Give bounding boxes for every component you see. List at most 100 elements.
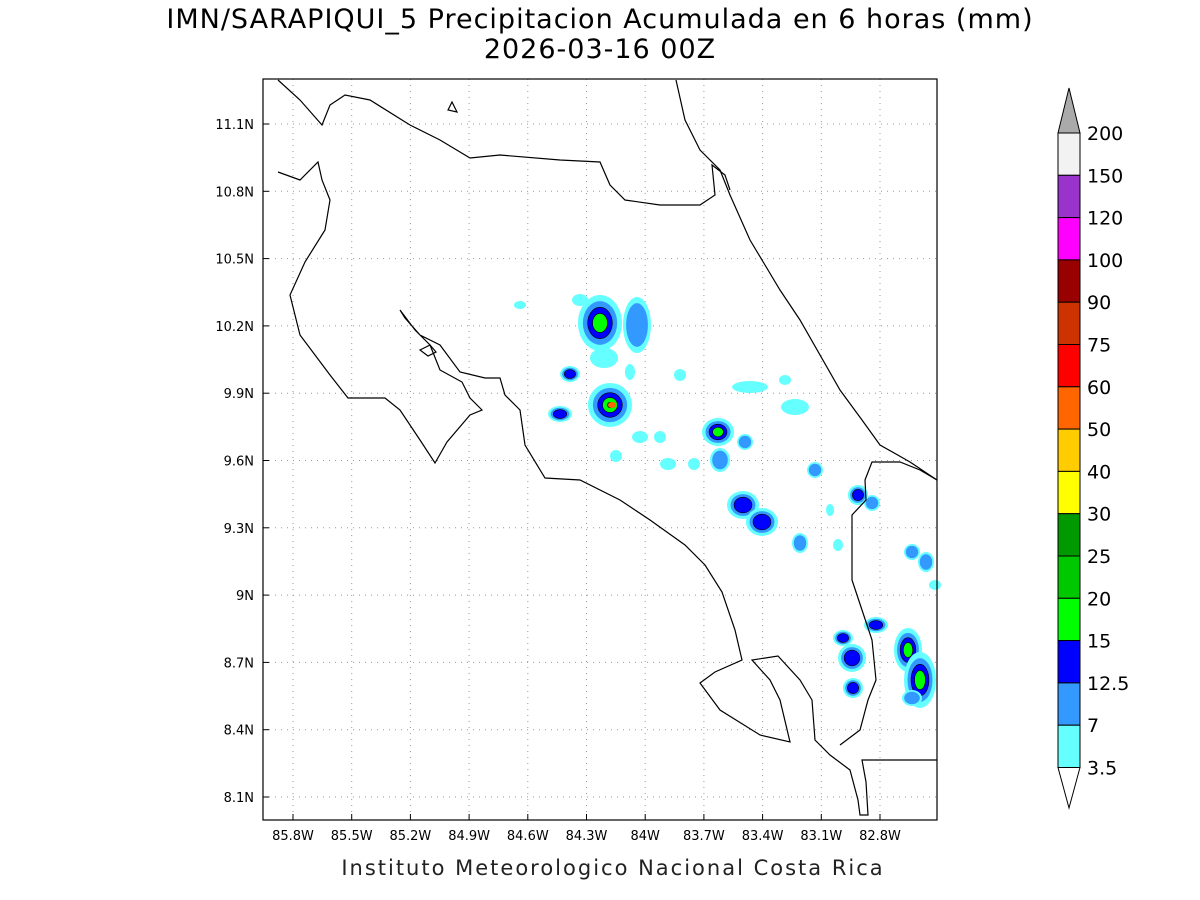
- precip-cell: [865, 496, 879, 510]
- coastline: [277, 79, 938, 816]
- legend-label: 3.5: [1087, 758, 1117, 780]
- precip-cell: [808, 463, 822, 477]
- pacific-coast: [277, 79, 731, 206]
- legend-label: 20: [1087, 588, 1111, 610]
- lat-tick-label: 11.1N: [215, 118, 254, 133]
- lon-tick-label: 84.3W: [566, 829, 608, 844]
- island: [447, 100, 459, 113]
- lat-tick-label: 8.1N: [224, 791, 254, 806]
- precip-cell: [837, 633, 849, 643]
- precip-cell: [905, 545, 919, 559]
- panama-border: [839, 461, 938, 746]
- lat-tick-label: 10.2N: [215, 320, 254, 335]
- legend-swatch: [1057, 259, 1081, 303]
- precip-cell: [564, 369, 576, 379]
- precip-cell: [833, 539, 843, 551]
- graticule: [263, 79, 937, 820]
- precip-cell: [929, 580, 941, 590]
- precip-cell: [660, 458, 676, 470]
- precip-cell: [852, 489, 864, 501]
- legend-label: 7: [1087, 715, 1099, 737]
- legend-label: 200: [1087, 123, 1123, 145]
- lat-tick-label: 10.8N: [215, 185, 254, 200]
- lon-tick-label: 84.9W: [448, 829, 490, 844]
- precip-cell: [572, 294, 588, 306]
- lat-tick-label: 9.6N: [224, 455, 254, 470]
- legend-label: 25: [1087, 546, 1111, 568]
- precip-cell: [847, 682, 859, 694]
- precip-cell: [914, 670, 926, 690]
- legend-label: 15: [1087, 631, 1111, 653]
- legend-label: 120: [1087, 208, 1123, 230]
- precip-cell: [552, 409, 568, 419]
- legend-label: 50: [1087, 419, 1111, 441]
- lon-tick-label: 85.5W: [331, 829, 373, 844]
- precip-cell: [625, 364, 635, 380]
- lat-tick-label: 10.5N: [215, 253, 254, 268]
- precip-cell: [626, 303, 648, 347]
- legend-label: 90: [1087, 292, 1111, 314]
- lon-tick-label: 82.8W: [859, 829, 901, 844]
- legend-swatch: [1057, 682, 1081, 726]
- legend-swatch: [1057, 386, 1081, 430]
- lon-tick-label: 83.4W: [742, 829, 784, 844]
- precip-cell: [514, 301, 526, 309]
- lat-tick-label: 9.3N: [224, 522, 254, 537]
- lon-tick-label: 83.7W: [683, 829, 725, 844]
- precip-cell: [843, 649, 861, 667]
- legend-swatch: [1057, 174, 1081, 219]
- legend-label: 60: [1087, 377, 1111, 399]
- precip-cell: [712, 426, 724, 438]
- legend-label: 75: [1087, 335, 1111, 357]
- legend-swatch: [1057, 301, 1081, 346]
- precip-cell: [674, 369, 686, 381]
- legend-swatch: [1057, 513, 1081, 557]
- lat-tick-label: 9N: [236, 589, 254, 604]
- precip-cell: [902, 642, 914, 658]
- legend-label: 40: [1087, 461, 1111, 483]
- lon-tick-label: 84.6W: [507, 829, 549, 844]
- longitude-labels: 85.8W 85.5W 85.2W 84.9W 84.6W 84.3W 84W 83.7W 83…: [272, 829, 901, 844]
- legend-under-triangle: [1057, 767, 1081, 810]
- legend-label: 100: [1087, 250, 1123, 272]
- precip-cell-max: [608, 402, 616, 408]
- precip-cell: [732, 381, 768, 393]
- precip-cell: [826, 504, 834, 516]
- lon-tick-label: 85.8W: [272, 829, 314, 844]
- nicoya-coast: [277, 160, 937, 816]
- lat-tick-label: 9.9N: [224, 387, 254, 402]
- legend-swatch: [1057, 470, 1081, 515]
- legend-swatch: [1057, 597, 1081, 642]
- precip-cell: [610, 450, 622, 462]
- lon-tick-label: 84W: [630, 829, 660, 844]
- legend-swatch: [1057, 428, 1081, 472]
- legend-label: 150: [1087, 165, 1123, 187]
- precip-cell: [688, 458, 700, 470]
- credit-text: Instituto Meteorologico Nacional Costa R…: [341, 856, 885, 880]
- legend-label: 30: [1087, 504, 1111, 526]
- legend-swatch: [1057, 344, 1081, 388]
- caribbean-coast: [675, 79, 938, 481]
- precip-cell: [904, 691, 920, 705]
- lat-tick-label: 8.7N: [224, 656, 254, 671]
- legend-swatch: [1057, 640, 1081, 684]
- legend-swatch: [1057, 724, 1081, 769]
- precip-cell: [738, 435, 752, 449]
- precip-cell: [590, 348, 618, 368]
- map-title: IMN/SARAPIQUI_5 Precipitacion Acumulada …: [166, 4, 1034, 35]
- lon-tick-label: 85.2W: [389, 829, 431, 844]
- lon-tick-label: 83.1W: [800, 829, 842, 844]
- precip-cell: [779, 375, 791, 385]
- legend-swatch: [1057, 555, 1081, 599]
- legend-over-triangle: [1057, 87, 1081, 134]
- precip-cell: [733, 496, 753, 514]
- nicoya-island: [418, 344, 437, 357]
- precip-cell: [654, 431, 666, 443]
- precip-cell: [632, 431, 648, 443]
- precip-cell: [868, 620, 884, 630]
- map-frame: [262, 78, 938, 821]
- map-subtitle: 2026-03-16 00Z: [483, 34, 717, 65]
- precip-cell: [793, 535, 807, 551]
